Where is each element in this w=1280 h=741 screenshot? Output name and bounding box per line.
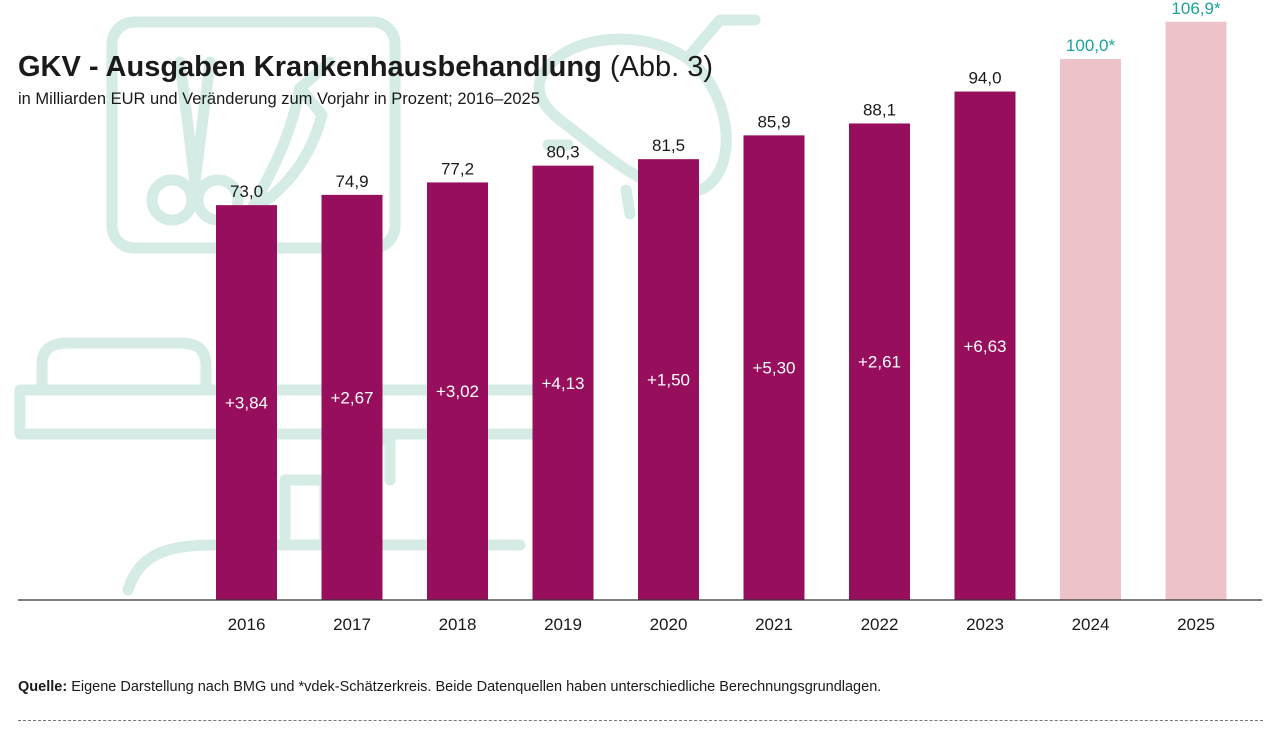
bar-2025 <box>1165 21 1227 600</box>
source-text: Eigene Darstellung nach BMG und *vdek-Sc… <box>71 679 882 695</box>
value-label-2018: 77,2 <box>441 159 474 178</box>
value-label-2021: 85,9 <box>757 112 790 131</box>
change-label-2018: +3,02 <box>436 382 479 401</box>
x-tick-label-2017: 2017 <box>333 615 371 634</box>
change-label-2022: +2,61 <box>858 353 901 372</box>
chart-title-main: GKV - Ausgaben Krankenhausbehandlung <box>18 51 602 83</box>
x-tick-label-2023: 2023 <box>966 615 1004 634</box>
chart-title-suffix: (Abb. 3) <box>609 51 714 83</box>
bar-2022 <box>849 123 910 600</box>
change-label-2019: +4,13 <box>541 374 584 393</box>
value-label-2016: 73,0 <box>230 182 263 201</box>
bar-2021 <box>743 135 805 601</box>
value-label-2024: 100,0* <box>1066 36 1116 55</box>
chart-title: GKV - Ausgaben Krankenhausbehandlung (Ab… <box>18 50 713 84</box>
change-label-2023: +6,63 <box>963 337 1006 356</box>
bar-2020 <box>638 159 699 600</box>
bottom-divider <box>18 720 1263 721</box>
bars-layer: 73,0 +3,84 2016 74,9 +2,67 2017 77,2 +3,02 2018 8… <box>216 0 1227 634</box>
value-label-2022: 88,1 <box>863 100 896 119</box>
bar-2017 <box>321 194 383 601</box>
x-tick-label-2024: 2024 <box>1072 615 1110 634</box>
bar-2018 <box>427 182 488 600</box>
x-tick-label-2016: 2016 <box>228 615 266 634</box>
change-label-2021: +5,30 <box>752 359 795 378</box>
change-label-2016: +3,84 <box>225 394 268 413</box>
change-label-2020: +1,50 <box>647 371 690 390</box>
value-label-2023: 94,0 <box>968 69 1001 88</box>
chart-subtitle: in Milliarden EUR und Veränderung zum Vo… <box>18 90 540 108</box>
bar-2016 <box>216 205 277 601</box>
x-tick-label-2020: 2020 <box>650 615 688 634</box>
value-label-2025: 106,9* <box>1171 0 1221 18</box>
source-note: Quelle: Eigene Darstellung nach BMG und … <box>18 679 881 695</box>
value-label-2020: 81,5 <box>652 136 685 155</box>
x-tick-label-2022: 2022 <box>861 615 899 634</box>
bar-2024 <box>1060 59 1121 601</box>
bar-2023 <box>954 91 1016 600</box>
x-tick-label-2021: 2021 <box>755 615 793 634</box>
source-label: Quelle: <box>18 679 68 695</box>
x-tick-label-2018: 2018 <box>439 615 477 634</box>
x-tick-label-2019: 2019 <box>544 615 582 634</box>
value-label-2019: 80,3 <box>546 143 579 162</box>
bar-2019 <box>532 165 594 600</box>
change-label-2017: +2,67 <box>330 388 373 407</box>
value-label-2017: 74,9 <box>335 172 368 191</box>
x-tick-label-2025: 2025 <box>1177 615 1215 634</box>
